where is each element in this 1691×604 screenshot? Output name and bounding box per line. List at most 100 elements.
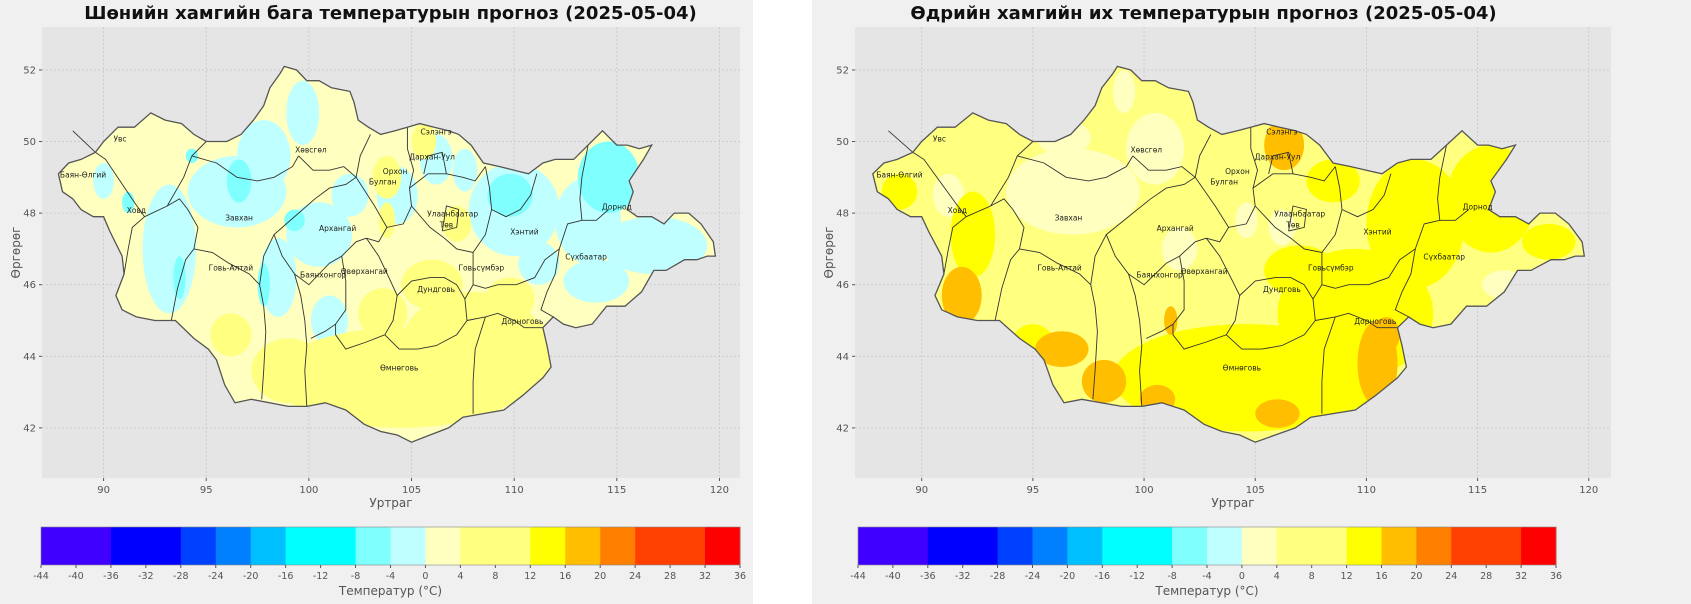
temperature-zone	[1126, 112, 1185, 185]
province-label: Булган	[369, 177, 397, 186]
province-border	[1321, 209, 1469, 289]
province-border	[966, 198, 1025, 321]
province-label: Булган	[1210, 177, 1238, 186]
province-border	[310, 256, 347, 339]
province-label: Увс	[933, 135, 946, 144]
temperature-zone	[358, 288, 408, 339]
temperature-zone	[485, 277, 535, 321]
colorbar-tick-label: -32	[955, 571, 971, 582]
colorbar-segment	[425, 527, 461, 565]
country-outline	[57, 65, 717, 443]
temperature-zone	[1235, 202, 1258, 239]
temperature-zone	[1264, 245, 1336, 296]
province-border	[335, 237, 398, 350]
colorbar-segment	[1241, 527, 1278, 565]
colorbar-tick-label: -36	[920, 571, 936, 582]
temperature-zone	[257, 263, 270, 307]
colorbar-tick-label: -20	[243, 571, 259, 582]
temperature-zone	[1306, 159, 1360, 203]
province-label: Говь-Алтай	[209, 263, 254, 272]
temperature-zone	[411, 123, 437, 160]
colorbar-segment	[565, 527, 601, 565]
province-label: Дорноговь	[1354, 317, 1396, 326]
colorbar-label: Температур (°C)	[1154, 584, 1258, 598]
colorbar-tick-label: 0	[1239, 571, 1245, 582]
colorbar-segment	[110, 527, 182, 565]
temperature-zone	[142, 184, 196, 314]
province-border	[144, 198, 199, 321]
colorbar-tick-label: 20	[594, 571, 606, 582]
colorbar-tick-label: -24	[208, 571, 224, 582]
y-tick-label: 44	[836, 352, 849, 363]
temperature-field	[872, 66, 1585, 443]
temperature-zone	[251, 338, 326, 403]
colorbar-segment	[858, 527, 929, 565]
province-label: Баян-Өлгий	[876, 170, 922, 179]
province-border	[472, 209, 609, 289]
temperature-zone	[284, 209, 305, 232]
province-border	[441, 205, 460, 232]
colorbar-tick-label: 28	[1480, 571, 1492, 582]
province-label: Дорнод	[1463, 203, 1493, 212]
colorbar-segment	[390, 527, 426, 565]
province-border	[1315, 312, 1398, 329]
province-label: Дундговь	[417, 285, 455, 294]
colorbar-segment	[41, 527, 112, 565]
colorbar-tick-label: -16	[1095, 571, 1111, 582]
colorbar-segment	[180, 527, 217, 565]
temperature-zone	[1081, 359, 1127, 403]
colorbar-segment	[530, 527, 566, 565]
temperature-zone	[1112, 69, 1136, 113]
colorbar-tick-label: -24	[1025, 571, 1041, 582]
colorbar-tick-label: -40	[885, 571, 901, 582]
x-tick-label: 100	[1135, 485, 1154, 496]
province-border	[579, 145, 589, 221]
province-label: Баянхонгор	[1136, 271, 1183, 280]
province-border	[1019, 248, 1098, 400]
province-border	[409, 166, 486, 189]
province-label: Төв	[1285, 220, 1300, 229]
province-label: Улаанбаатар	[427, 210, 478, 219]
temperature-zone	[563, 259, 630, 303]
province-label: Хэнтий	[510, 228, 538, 237]
province-border	[1394, 248, 1416, 318]
province-border	[1341, 173, 1392, 218]
temperature-zone	[1522, 223, 1576, 260]
province-border	[273, 234, 308, 407]
x-tick-label: 105	[1246, 485, 1265, 496]
colorbar-tick-label: -16	[278, 571, 294, 582]
province-label: Архангай	[319, 224, 356, 233]
colorbar-tick-label: -32	[138, 571, 154, 582]
province-label: Дархан-Уул	[409, 152, 455, 161]
temperature-zone	[1006, 148, 1140, 235]
province-label: Говьсүмбэр	[1308, 263, 1354, 272]
temperature-zone	[950, 191, 996, 278]
colorbar-tick-label: 32	[1515, 571, 1527, 582]
colorbar-tick-label: -28	[990, 571, 1006, 582]
y-tick-label: 48	[836, 209, 849, 220]
colorbar-segment	[1521, 527, 1557, 565]
province-border	[1321, 316, 1336, 414]
colorbar-tick-label: -44	[33, 571, 49, 582]
temperature-zone	[1264, 120, 1305, 171]
province-border	[294, 237, 367, 286]
province-border	[466, 312, 543, 329]
temperature-zone	[378, 202, 396, 239]
colorbar-tick-label: 16	[559, 571, 571, 582]
province-label: Хөвсгөл	[295, 145, 327, 154]
colorbar-tick-label: 36	[734, 571, 746, 582]
y-tick-label: 46	[23, 280, 36, 291]
province-label: Дорноговь	[501, 317, 543, 326]
colorbar-tick-label: 20	[1410, 571, 1422, 582]
colorbar-tick-label: 0	[422, 571, 428, 582]
colorbar-segment	[1067, 527, 1103, 565]
province-border	[1268, 151, 1294, 174]
colorbar-tick-label: 32	[699, 571, 711, 582]
province-border	[298, 134, 371, 179]
province-label: Хөвсгөл	[1130, 145, 1162, 154]
colorbar-segment	[215, 527, 252, 565]
temperature-zone	[600, 216, 708, 274]
colorbar-tick-label: -36	[103, 571, 119, 582]
province-border	[166, 141, 207, 207]
